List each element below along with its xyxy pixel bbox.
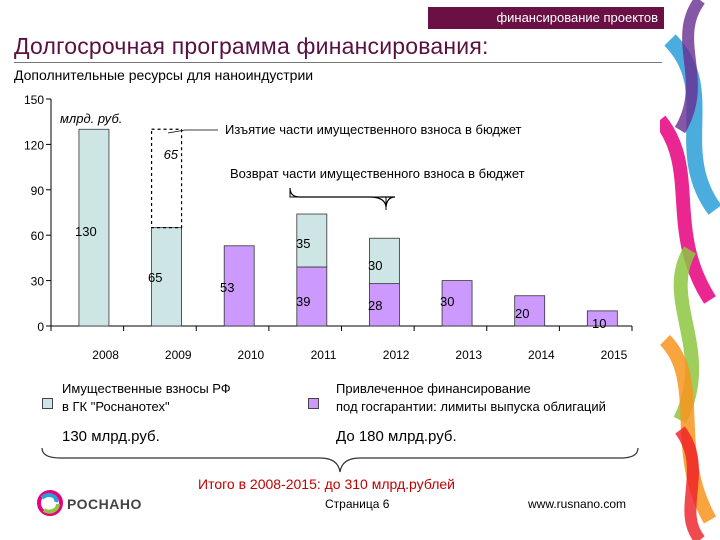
legend-label-bonds-line1: Привлеченное финансирование	[336, 381, 531, 396]
y-tick-label: 150	[24, 93, 44, 107]
annotation-brace	[289, 187, 396, 208]
total-bonds: До 180 млрд.руб.	[336, 428, 457, 445]
grand-total: Итого в 2008-2015: до 310 млрд.рублей	[198, 476, 455, 492]
data-label: 28	[368, 298, 382, 313]
bar-bonds	[441, 280, 473, 327]
bar-state	[369, 237, 400, 285]
data-label: 30	[368, 258, 382, 273]
bar-state	[151, 227, 182, 327]
x-tick-label: 2011	[311, 348, 337, 362]
bar-bonds	[369, 283, 400, 327]
data-label: 53	[220, 280, 234, 295]
annotation-pointer	[167, 129, 218, 134]
y-tick-label: 30	[31, 275, 45, 289]
page-title: Долгосрочная программа финансирования:	[14, 33, 489, 59]
total-brace	[41, 447, 639, 473]
total-state: 130 млрд.руб.	[62, 428, 160, 445]
annotation-withdrawal: Изъятие части имущественного взноса в бю…	[225, 122, 522, 137]
bar-bonds	[514, 295, 546, 327]
decorative-ribbons	[660, 0, 720, 540]
title-divider	[14, 62, 662, 63]
bar-bonds	[586, 310, 618, 327]
legend-swatch-state	[42, 398, 53, 409]
annotation-return: Возврат части имущественного взноса в бю…	[230, 166, 525, 181]
data-label: 130	[75, 224, 97, 239]
y-tick-label: 0	[37, 320, 44, 334]
unit-label: млрд. руб.	[60, 111, 122, 126]
x-tick-label: 2015	[601, 348, 628, 362]
x-tick-label: 2013	[455, 348, 482, 362]
y-tick-label: 90	[31, 184, 45, 198]
data-label: 35	[296, 236, 310, 251]
rusnano-logo	[37, 490, 63, 516]
x-tick-label: 2010	[238, 348, 265, 362]
x-tick-label: 2009	[165, 348, 192, 362]
legend-label-bonds-line2: под госгарантии: лимиты выпуска облигаци…	[336, 399, 606, 414]
section-tagline: финансирование проектов	[428, 7, 664, 29]
bar-state	[78, 128, 110, 327]
logo-text: РОСНАНО	[67, 496, 142, 512]
data-label: 10	[592, 316, 606, 331]
data-label: 20	[515, 306, 529, 321]
page-subtitle: Дополнительные ресурсы для наноиндустрии	[14, 67, 314, 83]
legend-label-state-line1: Имущественные взносы РФ	[62, 381, 231, 396]
data-label: 39	[296, 294, 310, 309]
y-tick-label: 60	[31, 229, 45, 243]
annotation-bracket	[289, 189, 387, 210]
website-link[interactable]: www.rusnano.com	[528, 497, 627, 511]
data-label: 65	[148, 270, 162, 285]
legend-swatch-bonds	[308, 398, 319, 409]
bar-state	[296, 213, 328, 268]
bar-bonds	[223, 245, 255, 327]
bar-bonds	[296, 266, 328, 327]
x-tick-label: 2008	[92, 348, 119, 362]
x-tick-label: 2012	[383, 348, 410, 362]
y-tick-label: 120	[24, 138, 44, 152]
page-number: Страница 6	[325, 497, 390, 511]
legend-label-state-line2: в ГК "Роснанотех"	[62, 399, 170, 414]
bar-withdrawal	[150, 128, 183, 229]
data-label: 30	[440, 294, 454, 309]
x-tick-label: 2014	[528, 348, 555, 362]
withdrawal-value-label: 65	[164, 147, 179, 162]
